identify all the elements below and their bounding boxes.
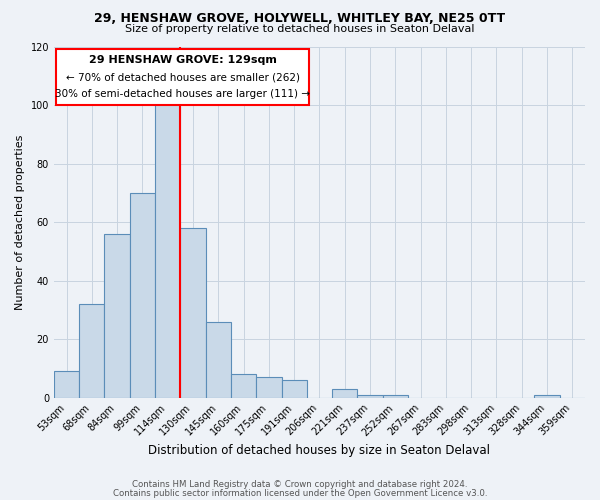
Bar <box>231 374 256 398</box>
Y-axis label: Number of detached properties: Number of detached properties <box>15 134 25 310</box>
Text: 29 HENSHAW GROVE: 129sqm: 29 HENSHAW GROVE: 129sqm <box>89 56 277 66</box>
Bar <box>281 380 307 398</box>
Text: 29, HENSHAW GROVE, HOLYWELL, WHITLEY BAY, NE25 0TT: 29, HENSHAW GROVE, HOLYWELL, WHITLEY BAY… <box>94 12 506 26</box>
X-axis label: Distribution of detached houses by size in Seaton Delaval: Distribution of detached houses by size … <box>148 444 490 458</box>
Bar <box>155 102 181 398</box>
Bar <box>54 372 79 398</box>
Bar <box>535 395 560 398</box>
Bar <box>256 377 281 398</box>
Text: ← 70% of detached houses are smaller (262): ← 70% of detached houses are smaller (26… <box>66 73 300 83</box>
Bar <box>104 234 130 398</box>
FancyBboxPatch shape <box>56 50 310 105</box>
Text: 30% of semi-detached houses are larger (111) →: 30% of semi-detached houses are larger (… <box>55 89 310 99</box>
Text: Contains HM Land Registry data © Crown copyright and database right 2024.: Contains HM Land Registry data © Crown c… <box>132 480 468 489</box>
Bar <box>332 389 358 398</box>
Bar <box>79 304 104 398</box>
Text: Contains public sector information licensed under the Open Government Licence v3: Contains public sector information licen… <box>113 488 487 498</box>
Bar <box>383 395 408 398</box>
Bar <box>130 193 155 398</box>
Bar <box>206 322 231 398</box>
Text: Size of property relative to detached houses in Seaton Delaval: Size of property relative to detached ho… <box>125 24 475 34</box>
Bar <box>181 228 206 398</box>
Bar <box>358 395 383 398</box>
